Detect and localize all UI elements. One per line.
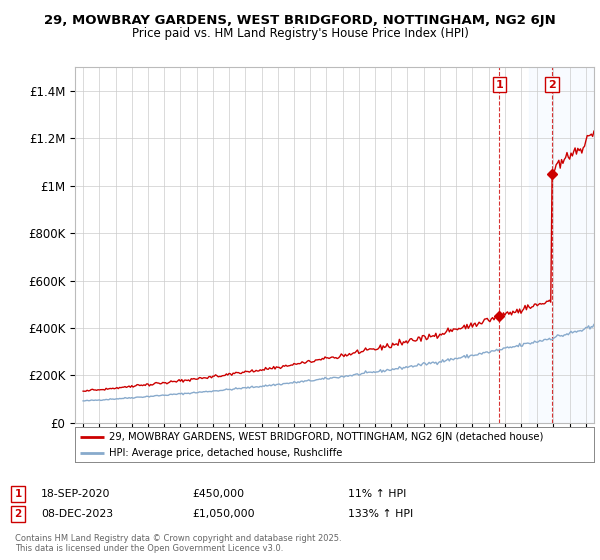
Text: 11% ↑ HPI: 11% ↑ HPI [348,489,406,499]
Text: 1: 1 [14,489,22,499]
Bar [529,67,594,423]
Text: Contains HM Land Registry data © Crown copyright and database right 2025.
This d: Contains HM Land Registry data © Crown c… [15,534,341,553]
Text: 29, MOWBRAY GARDENS, WEST BRIDGFORD, NOTTINGHAM, NG2 6JN (detached house): 29, MOWBRAY GARDENS, WEST BRIDGFORD, NOT… [109,432,543,442]
Text: 29, MOWBRAY GARDENS, WEST BRIDGFORD, NOTTINGHAM, NG2 6JN: 29, MOWBRAY GARDENS, WEST BRIDGFORD, NOT… [44,14,556,27]
Text: 18-SEP-2020: 18-SEP-2020 [41,489,110,499]
Text: 08-DEC-2023: 08-DEC-2023 [41,509,113,519]
Text: £450,000: £450,000 [192,489,244,499]
Text: HPI: Average price, detached house, Rushcliffe: HPI: Average price, detached house, Rush… [109,447,342,458]
Text: Price paid vs. HM Land Registry's House Price Index (HPI): Price paid vs. HM Land Registry's House … [131,27,469,40]
Text: 133% ↑ HPI: 133% ↑ HPI [348,509,413,519]
Text: 2: 2 [14,509,22,519]
Text: 1: 1 [496,80,503,90]
Text: 2: 2 [548,80,556,90]
Text: £1,050,000: £1,050,000 [192,509,254,519]
